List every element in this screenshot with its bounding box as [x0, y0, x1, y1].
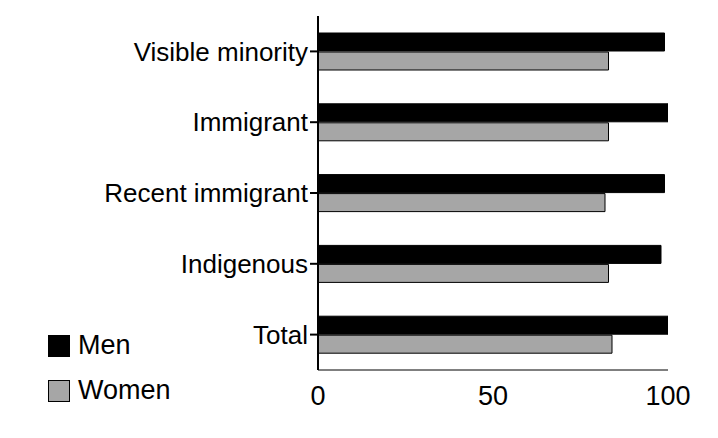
html-text:Men: Men: [78, 330, 131, 360]
svg-text:100: 100: [645, 381, 690, 411]
svg-text:Visible minority: Visible minority: [134, 37, 308, 67]
svg-text:50: 50: [478, 381, 508, 411]
html-text:Women: Women: [78, 375, 171, 405]
svg-text:Recent immigrant: Recent immigrant: [104, 178, 309, 208]
svg-text:Immigrant: Immigrant: [192, 107, 308, 137]
svg-text:0: 0: [310, 381, 325, 411]
svg-text:Total: Total: [253, 320, 308, 350]
svg-text:Indigenous: Indigenous: [181, 249, 308, 279]
